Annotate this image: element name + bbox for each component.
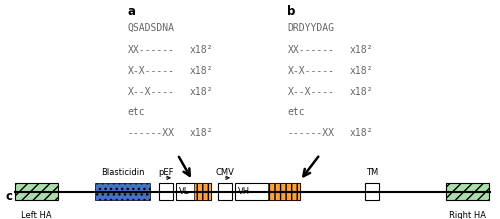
Text: X--X----: X--X----	[128, 87, 174, 97]
Text: pEF: pEF	[158, 168, 174, 177]
Bar	[159, 183, 173, 200]
Bar	[176, 183, 211, 200]
Text: b: b	[288, 5, 296, 18]
Text: ------XX: ------XX	[128, 128, 174, 138]
Text: x18²: x18²	[190, 45, 214, 55]
Text: CMV: CMV	[216, 168, 234, 177]
Text: etc: etc	[128, 107, 145, 117]
Bar	[365, 183, 379, 200]
Text: x18²: x18²	[350, 87, 374, 97]
Text: ------XX: ------XX	[288, 128, 335, 138]
Text: etc: etc	[288, 107, 305, 117]
Text: x18²: x18²	[190, 87, 214, 97]
Text: X-X-----: X-X-----	[288, 66, 335, 76]
Text: QSADSDNA: QSADSDNA	[128, 23, 174, 33]
Text: Right HA: Right HA	[449, 211, 486, 219]
Text: VH: VH	[238, 187, 250, 196]
Text: Left HA: Left HA	[21, 211, 52, 219]
Text: a: a	[128, 5, 136, 18]
Text: VL: VL	[179, 187, 190, 196]
Bar	[15, 183, 58, 200]
Text: TM: TM	[366, 168, 378, 177]
Bar	[218, 183, 232, 200]
Bar	[194, 183, 211, 200]
Bar	[268, 183, 300, 200]
Text: X-X-----: X-X-----	[128, 66, 174, 76]
Text: DRDYYDAG: DRDYYDAG	[288, 23, 335, 33]
Bar	[235, 183, 300, 200]
Bar	[95, 183, 150, 200]
Text: XX------: XX------	[128, 45, 174, 55]
Text: XX------: XX------	[288, 45, 335, 55]
Text: x18²: x18²	[350, 66, 374, 76]
Text: x18²: x18²	[350, 128, 374, 138]
Text: X--X----: X--X----	[288, 87, 335, 97]
Text: x18²: x18²	[190, 66, 214, 76]
Text: c: c	[5, 189, 12, 203]
Text: Blasticidin: Blasticidin	[101, 168, 144, 177]
Text: x18²: x18²	[350, 45, 374, 55]
Text: x18²: x18²	[190, 128, 214, 138]
Bar	[446, 183, 488, 200]
